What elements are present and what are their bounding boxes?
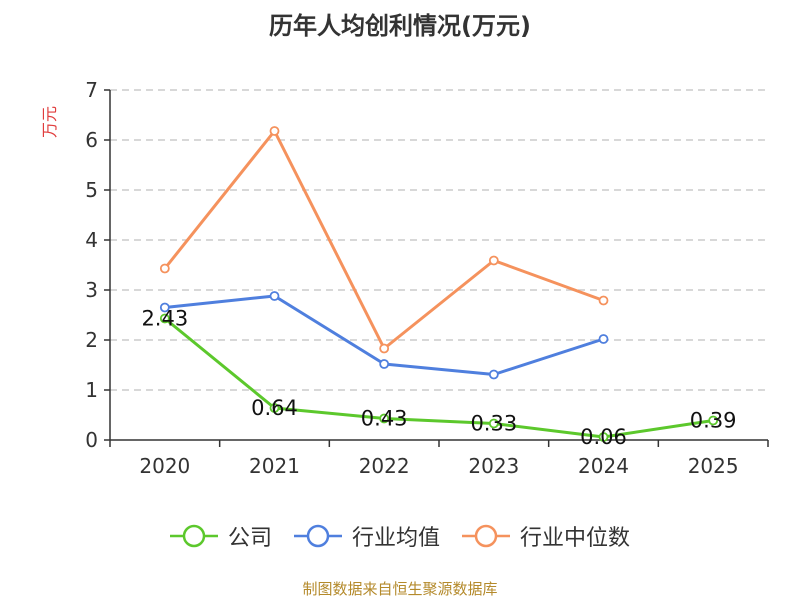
data-point xyxy=(708,415,719,426)
data-label: 0.64 xyxy=(251,396,298,420)
legend-item[interactable]: 行业均值 xyxy=(293,520,440,552)
legend-label: 行业均值 xyxy=(351,526,440,551)
source-note: 制图数据来自恒生聚源数据库 xyxy=(302,580,498,598)
data-point xyxy=(379,413,390,424)
series-line xyxy=(163,317,714,439)
y-tick-label: 5 xyxy=(85,178,98,202)
data-label: 0.43 xyxy=(361,407,408,431)
legend-label: 行业中位数 xyxy=(520,526,631,551)
x-tick-label: 2024 xyxy=(578,454,629,478)
y-tick-label: 6 xyxy=(85,128,98,152)
data-point xyxy=(598,334,609,344)
legend-swatch xyxy=(462,524,510,548)
data-label: 0.06 xyxy=(580,425,627,449)
x-tick-label: 2021 xyxy=(249,454,300,478)
data-point xyxy=(159,263,170,274)
data-point xyxy=(159,313,170,324)
data-point xyxy=(269,291,280,301)
y-tick-label: 4 xyxy=(85,228,98,252)
x-tick-label: 2023 xyxy=(468,454,519,478)
legend-label: 公司 xyxy=(227,526,272,551)
legend-swatch xyxy=(169,524,218,548)
legend: 公司 行业均值 行业中位数 xyxy=(0,520,800,552)
legend-swatch xyxy=(293,524,342,548)
data-point xyxy=(598,295,609,306)
data-point xyxy=(269,126,280,136)
x-tick-label: 2020 xyxy=(139,454,190,478)
x-tick-label: 2022 xyxy=(359,454,410,478)
data-point xyxy=(488,369,499,380)
y-tick-label: 3 xyxy=(85,278,98,302)
data-point xyxy=(488,418,499,429)
series xyxy=(159,126,719,442)
y-tick-label: 1 xyxy=(85,378,98,402)
axes: 0 1 2 3 4 5 6 7 2020 2021 2022 2023 2024 2025 xyxy=(85,78,769,478)
x-tick-label: 2025 xyxy=(688,454,739,478)
data-point xyxy=(379,343,390,354)
legend-item[interactable]: 公司 xyxy=(169,520,272,552)
y-tick-label: 7 xyxy=(85,78,98,102)
data-point xyxy=(598,432,609,442)
y-tick-label: 0 xyxy=(85,428,98,452)
y-axis-title: 万元 xyxy=(40,106,59,138)
chart-title: 历年人均创利情况(万元) xyxy=(269,12,531,40)
y-tick-label: 2 xyxy=(85,328,98,352)
grid-lines xyxy=(110,89,768,391)
data-point xyxy=(379,359,390,369)
data-labels: 2.43 0.64 0.43 0.33 0.06 0.39 xyxy=(141,307,736,450)
data-label: 0.39 xyxy=(690,409,737,433)
data-label: 0.33 xyxy=(470,412,517,436)
data-point xyxy=(159,302,170,313)
data-label: 2.43 xyxy=(141,307,188,331)
data-point xyxy=(488,255,499,266)
data-point xyxy=(269,403,280,413)
legend-item[interactable]: 行业中位数 xyxy=(462,520,630,552)
